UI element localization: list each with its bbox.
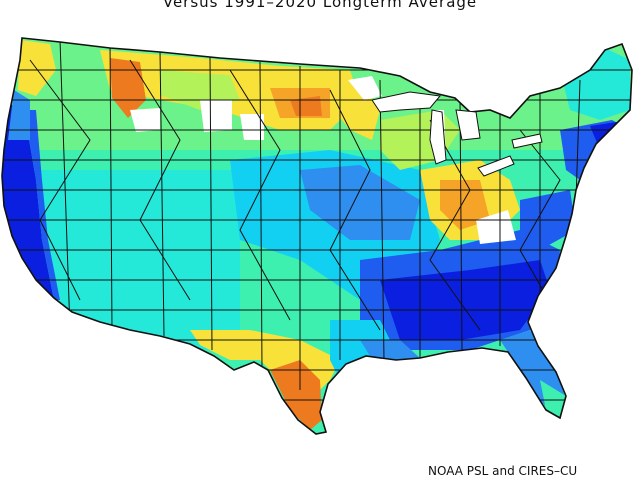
region-texas-orange	[270, 360, 322, 430]
region-no-data-6	[130, 108, 160, 132]
lake-michigan	[429, 109, 447, 165]
region-no-data-1	[200, 100, 232, 132]
region-gulf-blue	[360, 340, 420, 360]
lake-superior	[371, 91, 441, 113]
region-ohio-orange	[440, 180, 490, 230]
region-new-england	[560, 48, 630, 120]
border-lines-3	[29, 59, 561, 331]
region-central-blue	[300, 165, 420, 240]
region-florida-tip	[540, 380, 566, 418]
region-idaho-orange	[110, 58, 146, 118]
lake-huron	[455, 109, 481, 141]
lake-ontario	[511, 133, 543, 149]
region-no-data-3	[348, 76, 382, 100]
great-lakes	[371, 91, 543, 177]
us-outline	[1, 37, 633, 435]
border-lines-2	[2, 69, 632, 401]
map-title: Versus 1991–2020 Longterm Average	[162, 0, 478, 11]
region-no-data-5	[476, 210, 516, 244]
region-no-data-2	[240, 114, 264, 140]
region-westcoast-blue	[24, 110, 60, 300]
region-dakota-dark-orange	[290, 96, 322, 116]
lake-erie	[477, 155, 515, 177]
region-pnw-blue	[8, 90, 30, 140]
map-credit: NOAA PSL and CIRES–CU	[428, 464, 578, 478]
division-borders	[2, 39, 632, 401]
region-southwest-aqua	[20, 170, 240, 350]
